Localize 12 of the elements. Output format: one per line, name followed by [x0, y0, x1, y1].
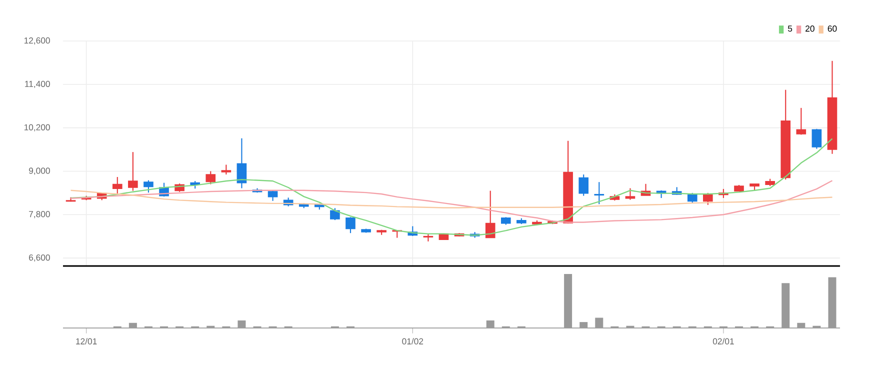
y-tick-label: 10,200: [24, 124, 50, 132]
legend-label: 5: [788, 26, 792, 32]
y-tick-label: 7,800: [29, 211, 50, 218]
y-tick-label: 12,600: [24, 37, 50, 45]
y-tick-label: 9,000: [29, 168, 50, 175]
x-tick-label: 01/02: [402, 338, 424, 344]
y-tick-label: 11,400: [25, 80, 50, 88]
legend-label: 20: [806, 26, 814, 32]
x-tick-label: 02/01: [712, 338, 734, 344]
y-tick-label: 6,600: [29, 254, 50, 262]
legend-label: 60: [828, 26, 837, 32]
x-tick-label: 12/01: [76, 338, 97, 344]
